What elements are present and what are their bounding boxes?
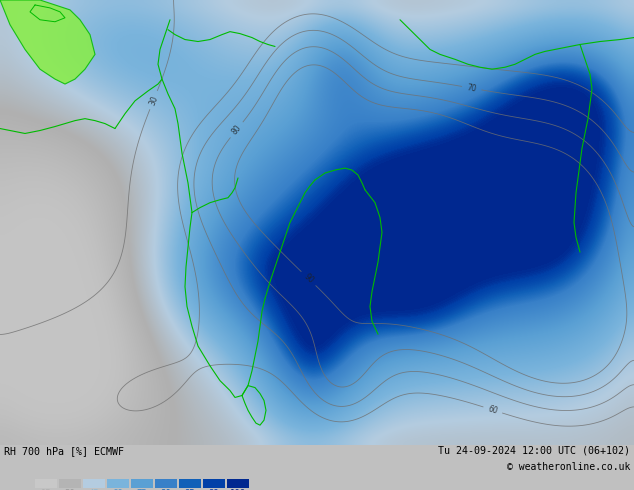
Text: 80: 80 [230, 123, 243, 136]
Text: Tu 24-09-2024 12:00 UTC (06+102): Tu 24-09-2024 12:00 UTC (06+102) [438, 446, 630, 456]
Text: 30: 30 [148, 94, 160, 106]
Text: RH 700 hPa [%] ECMWF: RH 700 hPa [%] ECMWF [4, 446, 124, 456]
Text: 75: 75 [136, 489, 147, 490]
Text: 70: 70 [466, 83, 477, 94]
Bar [107, 479, 129, 488]
Bar [227, 479, 249, 488]
Text: 90: 90 [302, 272, 315, 285]
Text: 30: 30 [65, 489, 75, 490]
Text: 60: 60 [487, 404, 499, 416]
Text: 100: 100 [230, 489, 246, 490]
Polygon shape [0, 0, 95, 84]
Bar [131, 479, 153, 488]
Text: 15: 15 [41, 489, 51, 490]
Bar [203, 479, 225, 488]
Bar [35, 479, 57, 488]
Bar [83, 479, 105, 488]
Text: 90: 90 [160, 489, 171, 490]
Text: 45: 45 [89, 489, 100, 490]
Text: 60: 60 [113, 489, 124, 490]
Bar [155, 479, 177, 488]
Text: 95: 95 [184, 489, 195, 490]
Bar [179, 479, 201, 488]
Bar [59, 479, 81, 488]
Text: 99: 99 [209, 489, 219, 490]
Text: © weatheronline.co.uk: © weatheronline.co.uk [507, 462, 630, 472]
